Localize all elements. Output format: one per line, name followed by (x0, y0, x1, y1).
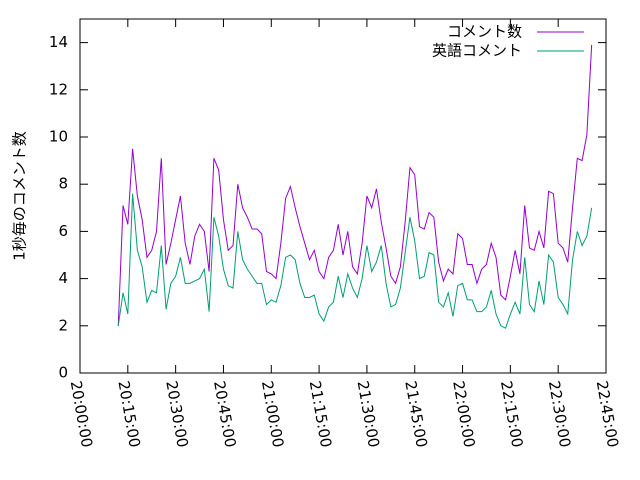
y-tick-label: 0 (58, 364, 68, 382)
series-line (117, 44, 593, 326)
x-tick-label: 21:15:00 (306, 379, 335, 448)
y-tick-label: 14 (49, 33, 68, 51)
x-tick-label: 22:30:00 (545, 379, 574, 448)
x-tick-label: 20:30:00 (162, 379, 191, 448)
x-tick-label: 20:45:00 (210, 379, 239, 448)
x-tick-label: 22:45:00 (593, 379, 622, 448)
y-tick-label: 12 (49, 80, 68, 98)
plot-border (79, 18, 607, 374)
y-tick-label: 6 (58, 222, 68, 240)
series-line (117, 193, 593, 329)
x-tick-label: 21:00:00 (258, 379, 287, 448)
y-axis-label: 1秒毎のコメント数 (11, 131, 29, 261)
x-tick-label: 21:45:00 (401, 379, 430, 448)
x-tick-label: 20:00:00 (67, 379, 96, 448)
y-tick-label: 4 (58, 269, 68, 287)
y-tick-label: 8 (58, 175, 68, 193)
y-tick-label: 10 (49, 128, 68, 146)
legend-label: コメント数 (447, 23, 522, 41)
x-tick-label: 20:15:00 (114, 379, 143, 448)
x-tick-label: 21:30:00 (354, 379, 383, 448)
x-tick-label: 22:00:00 (449, 379, 478, 448)
y-tick-label: 2 (58, 316, 68, 334)
x-tick-label: 22:15:00 (497, 379, 526, 448)
legend-label: 英語コメント (432, 42, 522, 60)
